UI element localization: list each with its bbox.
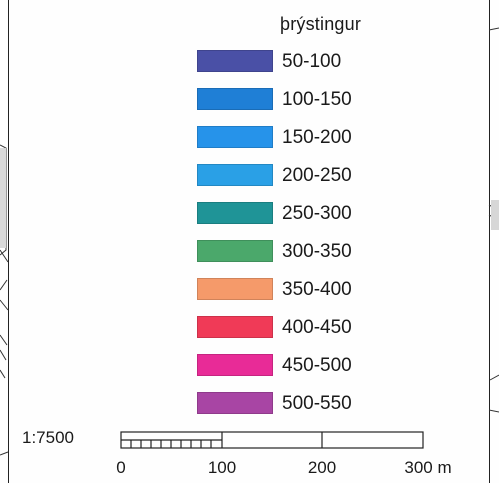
legend-swatch bbox=[197, 316, 273, 338]
legend-label: 50-100 bbox=[282, 51, 342, 72]
legend-item: 450-500 bbox=[197, 352, 397, 380]
legend-label: 300-350 bbox=[282, 241, 352, 262]
scale-tick-label: 200 bbox=[307, 458, 337, 477]
legend-item: 400-450 bbox=[197, 314, 397, 342]
legend-swatch bbox=[197, 354, 273, 376]
legend-label: 100-150 bbox=[282, 89, 352, 110]
map-edge-right bbox=[489, 0, 490, 483]
legend-item: 100-150 bbox=[197, 86, 397, 114]
legend-swatch bbox=[197, 50, 273, 72]
legend-label: 250-300 bbox=[282, 203, 352, 224]
legend-swatch bbox=[197, 278, 273, 300]
legend-swatch bbox=[197, 164, 273, 186]
legend-item: 500-550 bbox=[197, 390, 397, 418]
legend-swatch bbox=[197, 202, 273, 224]
scale-bar bbox=[120, 431, 424, 449]
right-map-fragment bbox=[488, 27, 499, 413]
legend-label: 500-550 bbox=[282, 393, 352, 414]
legend-item: 150-200 bbox=[197, 124, 397, 152]
legend-item: 250-300 bbox=[197, 200, 397, 228]
legend-swatch bbox=[197, 240, 273, 262]
legend-item: 200-250 bbox=[197, 162, 397, 190]
scale-tick-label: 300 m bbox=[404, 458, 452, 477]
legend-item: 300-350 bbox=[197, 238, 397, 266]
legend-label: 400-450 bbox=[282, 317, 352, 338]
legend-swatch bbox=[197, 126, 273, 148]
legend-swatch bbox=[197, 392, 273, 414]
legend-swatch bbox=[197, 88, 273, 110]
legend-label: 200-250 bbox=[282, 165, 352, 186]
scale-ratio-label: 1:7500 bbox=[22, 428, 74, 447]
legend-title: þrýstingur bbox=[280, 14, 362, 34]
legend-label: 150-200 bbox=[282, 127, 352, 148]
legend-item: 50-100 bbox=[197, 48, 397, 76]
legend-label: 350-400 bbox=[282, 279, 352, 300]
scale-tick-label: 100 bbox=[207, 458, 237, 477]
left-map-fragment bbox=[0, 144, 9, 456]
scale-tick-label: 0 bbox=[116, 458, 126, 477]
legend-item: 350-400 bbox=[197, 276, 397, 304]
legend-label: 450-500 bbox=[282, 355, 352, 376]
map-edge-left bbox=[8, 0, 9, 483]
